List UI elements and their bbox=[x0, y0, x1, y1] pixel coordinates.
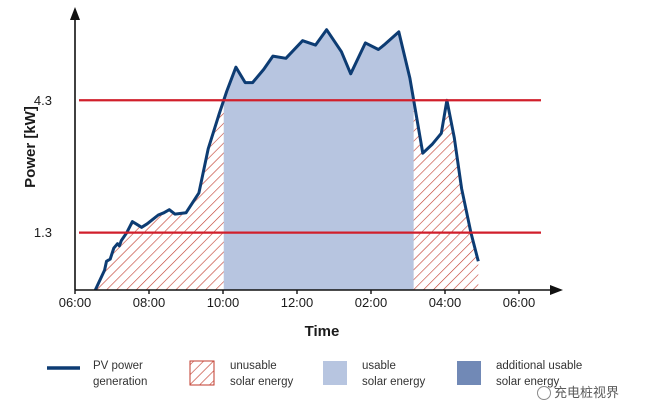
legend-pv-label-2: generation bbox=[93, 376, 147, 388]
legend-additional-label-2: solar energy bbox=[496, 376, 560, 388]
x-axis-arrow bbox=[550, 285, 563, 295]
legend-usable-label-2: solar energy bbox=[362, 376, 426, 388]
y-axis-title: Power [kW] bbox=[22, 106, 39, 188]
x-tick-label: 10:00 bbox=[207, 295, 240, 310]
axes bbox=[70, 7, 563, 295]
watermark: 充电桩视界 bbox=[537, 382, 619, 401]
legend-usable-swatch bbox=[323, 361, 347, 385]
y-tick-label: 1.3 bbox=[34, 225, 52, 240]
legend-additional-swatch bbox=[457, 361, 481, 385]
legend-additional-label-1: additional usable bbox=[496, 360, 582, 372]
legend-item-usable: usable solar energy bbox=[323, 360, 426, 388]
legend-unusable-label-2: solar energy bbox=[230, 376, 294, 388]
y-axis-arrow bbox=[70, 7, 80, 20]
wechat-icon bbox=[537, 386, 551, 400]
x-tick-label: 06:00 bbox=[503, 295, 536, 310]
legend: PV power generation unusable solar energ… bbox=[47, 360, 582, 388]
x-tick-label: 04:00 bbox=[429, 295, 462, 310]
pv-power-line bbox=[93, 28, 480, 291]
y-tick-group: 4.3 1.3 bbox=[34, 93, 52, 240]
usable-energy-region bbox=[223, 29, 414, 290]
legend-item-pv-line: PV power generation bbox=[47, 360, 147, 388]
legend-pv-label-1: PV power bbox=[93, 360, 143, 372]
x-tick-label: 02:00 bbox=[355, 295, 388, 310]
x-axis-title: Time bbox=[305, 323, 340, 340]
watermark-text: 充电桩视界 bbox=[554, 386, 620, 401]
x-tick-label: 06:00 bbox=[59, 295, 92, 310]
x-tick-group: 06:00 08:00 10:00 12:00 02:00 04:00 06:00 bbox=[59, 290, 536, 310]
legend-usable-label-1: usable bbox=[362, 360, 396, 372]
x-tick-label: 08:00 bbox=[133, 295, 166, 310]
legend-item-unusable: unusable solar energy bbox=[189, 360, 294, 388]
y-tick-label: 4.3 bbox=[34, 93, 52, 108]
x-tick-label: 12:00 bbox=[281, 295, 314, 310]
energy-regions bbox=[95, 29, 479, 290]
legend-hatch-swatch bbox=[189, 360, 215, 386]
legend-item-additional: additional usable solar energy bbox=[457, 360, 582, 388]
legend-unusable-label-1: unusable bbox=[230, 360, 277, 372]
